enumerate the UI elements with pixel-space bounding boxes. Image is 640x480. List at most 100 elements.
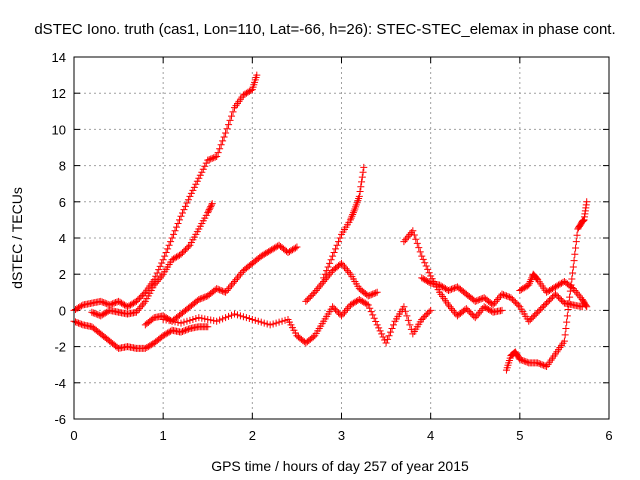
data-point (569, 285, 577, 293)
data-point (363, 300, 371, 308)
data-point (271, 244, 279, 252)
data-point (76, 303, 84, 311)
data-point (583, 198, 591, 206)
data-point (572, 244, 580, 252)
data-point (269, 245, 277, 253)
data-point (174, 252, 182, 260)
data-point (196, 295, 204, 303)
data-point (198, 314, 206, 322)
data-point (137, 303, 145, 311)
data-point (181, 202, 189, 210)
data-point (419, 275, 427, 283)
data-point (134, 306, 142, 314)
y-tick-label: 4 (59, 231, 66, 246)
data-point (244, 88, 252, 96)
data-point (482, 304, 490, 312)
data-point (177, 212, 185, 220)
data-point (528, 314, 536, 322)
series-satellite-track-2 (70, 317, 212, 352)
data-point (340, 263, 348, 271)
data-point (103, 300, 111, 308)
data-point (532, 310, 540, 318)
data-point (541, 301, 549, 309)
data-point (582, 302, 590, 310)
data-point (449, 285, 457, 293)
y-tick-label: 2 (59, 267, 66, 282)
data-point (547, 286, 555, 294)
data-point (161, 331, 169, 339)
series-satellite-track-5 (159, 296, 435, 347)
data-point (177, 328, 185, 336)
data-point (245, 87, 253, 95)
data-point (352, 297, 360, 305)
data-point (207, 316, 215, 324)
data-point (323, 267, 331, 275)
data-point (406, 230, 414, 238)
data-point (129, 299, 137, 307)
data-point (262, 249, 270, 257)
data-point (349, 210, 357, 218)
data-point (171, 318, 179, 326)
data-point (546, 296, 554, 304)
data-point (210, 154, 218, 162)
data-point (192, 315, 200, 323)
data-point (544, 298, 552, 306)
data-point (355, 192, 363, 200)
data-point (180, 318, 188, 326)
data-point (97, 297, 105, 305)
data-point (135, 294, 143, 302)
data-point (311, 288, 319, 296)
data-point (531, 311, 539, 319)
data-point (520, 284, 528, 292)
data-point (379, 333, 387, 341)
data-point (360, 163, 368, 171)
data-point (471, 314, 479, 322)
data-point (418, 315, 426, 323)
data-point (424, 277, 432, 285)
data-point (338, 312, 345, 320)
data-point (177, 250, 185, 258)
data-point (204, 323, 212, 331)
data-point (119, 300, 127, 308)
data-point (124, 303, 131, 311)
data-point (159, 315, 167, 323)
data-point (162, 330, 170, 338)
data-point (498, 306, 506, 314)
data-point (569, 269, 577, 277)
data-point (474, 296, 482, 304)
data-point (198, 294, 206, 302)
data-point (419, 314, 427, 322)
data-point (76, 320, 84, 328)
data-point (572, 288, 580, 296)
data-point (208, 154, 216, 162)
data-point (519, 285, 527, 293)
data-point (359, 168, 367, 176)
data-point (204, 209, 212, 217)
data-point (159, 256, 167, 264)
data-point (486, 306, 494, 314)
data-point (339, 261, 347, 269)
y-tick-label: -2 (54, 340, 66, 355)
data-point (77, 320, 85, 328)
data-point (265, 248, 273, 256)
data-point (259, 251, 267, 259)
data-point (554, 293, 562, 301)
data-point (574, 290, 582, 298)
data-point (193, 177, 201, 185)
data-point (565, 299, 573, 307)
data-point (98, 298, 106, 306)
data-point (339, 310, 347, 318)
data-point (347, 214, 355, 222)
data-point (266, 321, 274, 329)
data-point (204, 315, 212, 323)
data-point (287, 247, 295, 255)
data-point (375, 324, 383, 332)
data-point (468, 311, 476, 319)
data-point (229, 108, 237, 116)
x-tick-label: 5 (516, 428, 523, 443)
data-point (161, 252, 169, 260)
data-point (378, 330, 386, 338)
data-point (144, 343, 152, 351)
data-point (312, 286, 320, 294)
data-point (404, 316, 412, 324)
